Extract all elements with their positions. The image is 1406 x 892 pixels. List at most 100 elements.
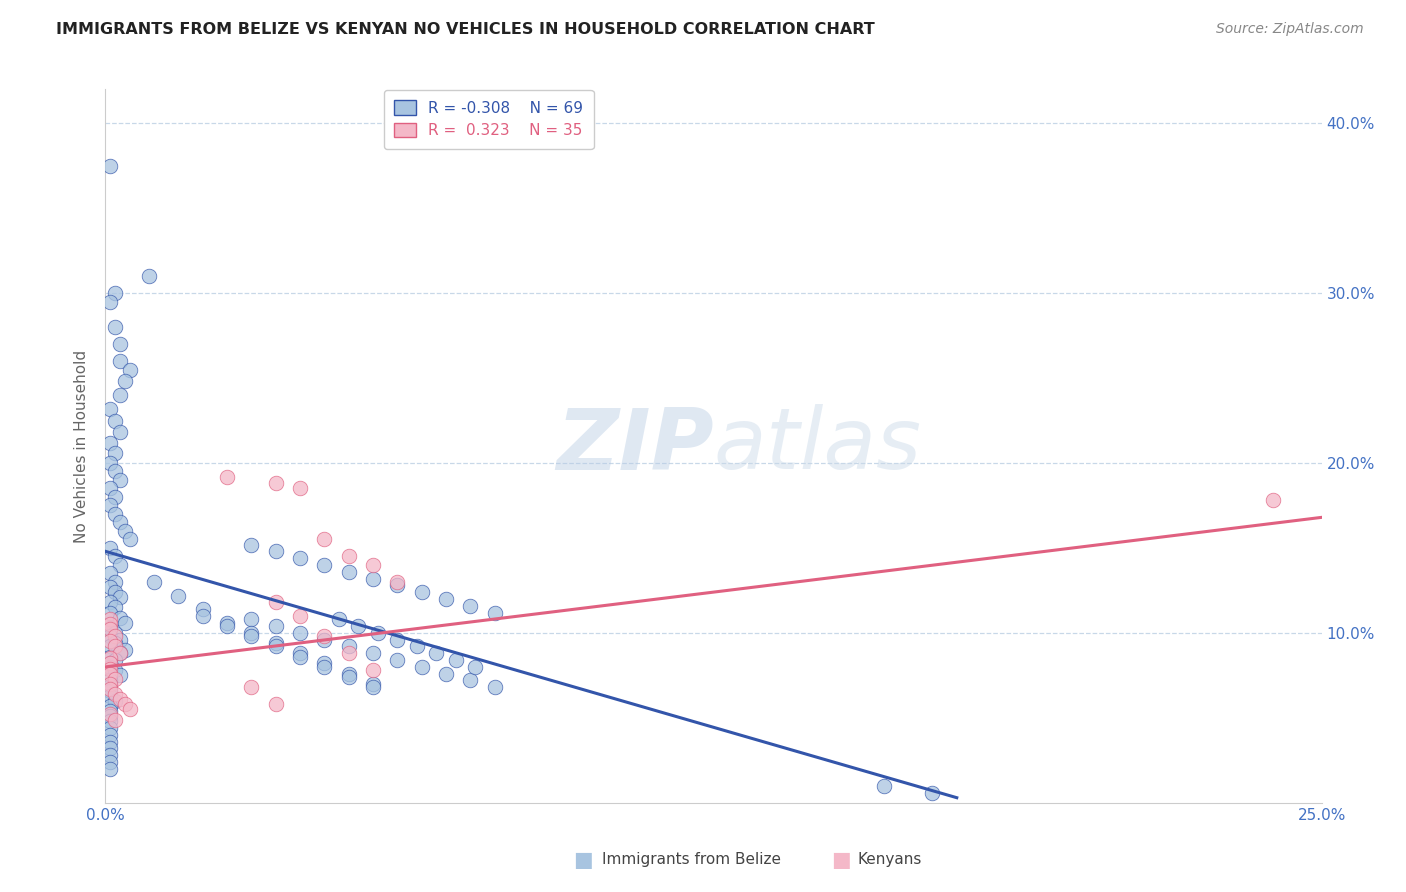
Point [217,469,239,483]
Text: ■: ■ [574,850,593,870]
Point [114,524,136,538]
Point [434,591,457,606]
Point [361,677,384,691]
Point [337,549,360,564]
Point [240,612,263,626]
Point [108,646,131,660]
Point [118,362,141,376]
Point [98,681,121,696]
Point [458,673,481,688]
Point [114,643,136,657]
Point [314,558,336,572]
Point [98,709,121,723]
Point [98,707,121,722]
Point [98,677,121,691]
Point [104,465,127,479]
Point [98,456,121,470]
Point [98,762,121,776]
Point [264,544,287,558]
Point [108,632,131,647]
Point [104,549,127,564]
Point [264,595,287,609]
Point [240,680,263,694]
Point [98,714,121,729]
Point [104,629,127,643]
Point [108,692,131,706]
Point [191,602,214,616]
Point [264,636,287,650]
Point [361,663,384,677]
Point [98,734,121,748]
Text: Source: ZipAtlas.com: Source: ZipAtlas.com [1216,22,1364,37]
Point [314,632,336,647]
Text: IMMIGRANTS FROM BELIZE VS KENYAN NO VEHICLES IN HOUSEHOLD CORRELATION CHART: IMMIGRANTS FROM BELIZE VS KENYAN NO VEHI… [56,22,875,37]
Point [167,589,190,603]
Point [114,375,136,389]
Point [217,615,239,630]
Point [98,629,121,643]
Point [314,657,336,671]
Point [98,482,121,496]
Point [98,580,121,594]
Point [108,516,131,530]
Text: ZIP: ZIP [555,404,713,488]
Point [98,657,121,671]
Point [434,666,457,681]
Point [104,413,127,427]
Point [98,612,121,626]
Point [405,640,427,654]
Point [108,388,131,402]
Point [288,646,311,660]
Point [264,476,287,491]
Point [387,578,409,592]
Point [240,629,263,643]
Point [104,600,127,615]
Point [411,585,433,599]
Point [98,721,121,735]
Text: Kenyans: Kenyans [858,852,922,867]
Point [98,704,121,718]
Point [108,425,131,440]
Point [98,728,121,742]
Point [98,662,121,676]
Point [98,617,121,632]
Point [484,680,506,694]
Point [104,694,127,708]
Point [143,574,166,589]
Point [108,668,131,682]
Point [98,640,121,654]
Point [108,337,131,351]
Point [361,572,384,586]
Point [367,626,389,640]
Point [104,663,127,677]
Point [98,657,121,671]
Point [337,565,360,579]
Legend: R = -0.308    N = 69, R =  0.323    N = 35: R = -0.308 N = 69, R = 0.323 N = 35 [384,90,593,149]
Text: Immigrants from Belize: Immigrants from Belize [602,852,780,867]
Y-axis label: No Vehicles in Household: No Vehicles in Household [75,350,90,542]
Point [104,653,127,667]
Point [98,623,121,637]
Point [104,687,127,701]
Point [98,634,121,648]
Point [108,610,131,624]
Point [104,640,127,654]
Point [314,660,336,674]
Point [104,320,127,334]
Point [98,159,121,173]
Point [337,670,360,684]
Point [361,646,384,660]
Point [104,507,127,521]
Point [484,606,506,620]
Point [104,585,127,599]
Point [104,626,127,640]
Point [425,646,447,660]
Point [98,606,121,620]
Point [104,446,127,460]
Point [98,621,121,635]
Point [387,574,409,589]
Point [191,608,214,623]
Point [98,294,121,309]
Point [98,689,121,703]
Point [288,649,311,664]
